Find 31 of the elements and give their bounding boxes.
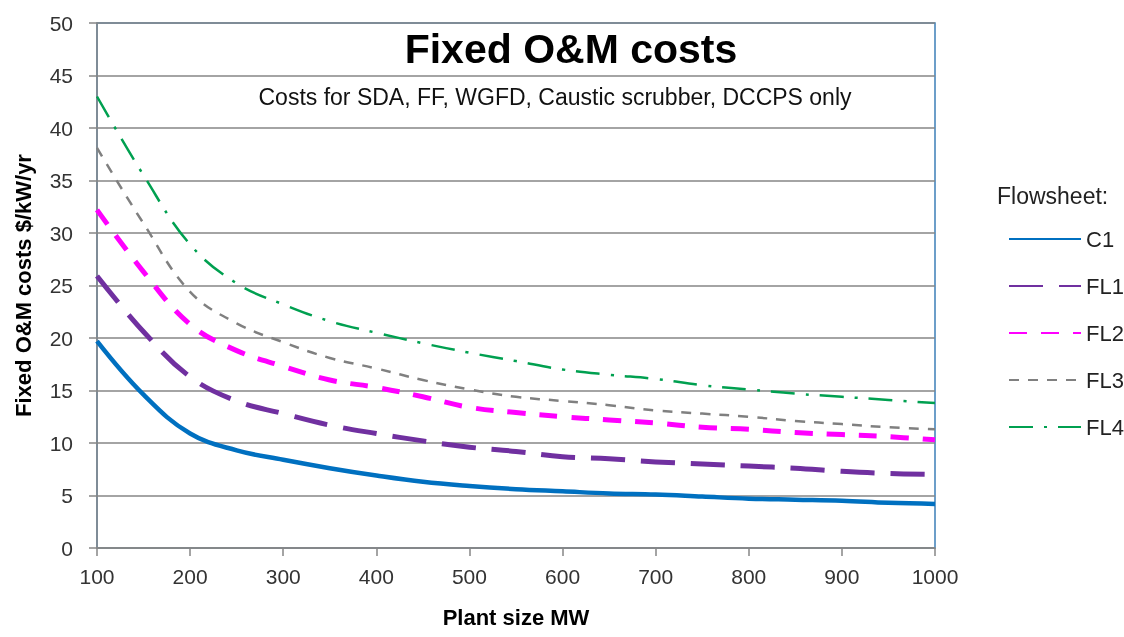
y-tick-label: 35 [49, 169, 73, 192]
legend-label: FL1 [1086, 273, 1124, 299]
chart-title: Fixed O&M costs [404, 25, 738, 72]
x-tick-label: 1000 [911, 565, 959, 588]
y-axis-title: Fixed O&M costs $/kW/yr [10, 153, 36, 417]
legend-label: FL2 [1086, 320, 1124, 346]
x-tick-label: 600 [545, 565, 581, 588]
y-tick-label: 15 [49, 379, 73, 402]
y-tick-label: 45 [49, 64, 73, 87]
x-tick-label: 300 [265, 565, 301, 588]
x-tick-label: 900 [824, 565, 860, 588]
y-tick-label: 50 [49, 11, 73, 35]
x-tick-label: 100 [79, 565, 115, 588]
x-tick-label: 200 [172, 565, 208, 588]
legend-title: Flowsheet: [997, 182, 1109, 209]
text: Costs for SDA, FF, WGFD, Caustic scrubber, DCCPS only [258, 83, 853, 110]
x-axis-title: Plant size MW [442, 604, 590, 630]
y-tick-label: 25 [49, 274, 73, 297]
y-tick-label: 40 [49, 116, 73, 140]
y-tick-label: 10 [49, 431, 73, 455]
x-tick-label: 800 [731, 565, 767, 588]
y-tick-label: 30 [49, 221, 73, 245]
y-tick-label: 0 [61, 536, 73, 560]
x-tick-label: 400 [358, 565, 394, 588]
legend-label: C1 [1086, 226, 1115, 252]
legend-label: FL4 [1086, 414, 1124, 440]
x-tick-label: 700 [638, 565, 674, 588]
y-tick-label: 20 [49, 326, 73, 350]
x-tick-label: 500 [451, 565, 487, 588]
legend-label: FL3 [1086, 367, 1124, 393]
y-tick-label: 5 [61, 484, 73, 507]
